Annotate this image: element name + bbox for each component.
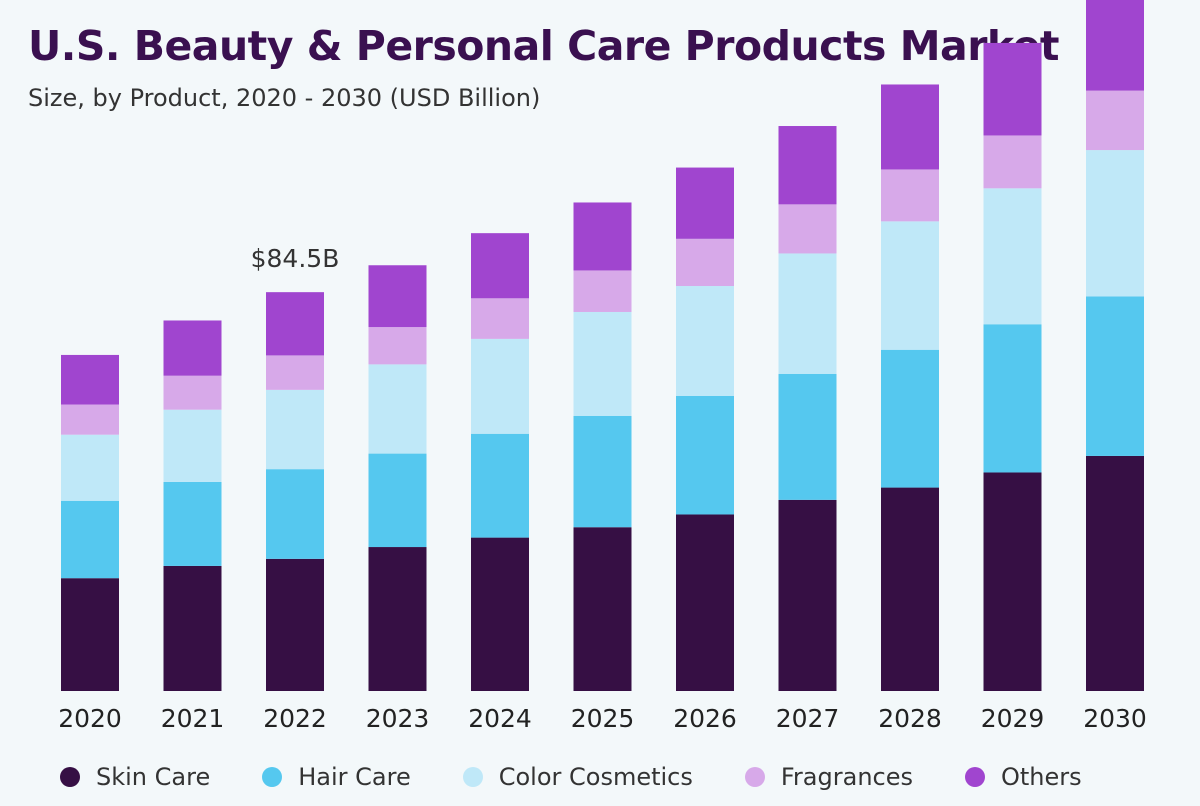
bar-others-2022 (266, 292, 324, 356)
bar-others-2025 (573, 202, 632, 271)
bar-hair-care-2025 (573, 415, 632, 528)
bar-color-cosmetics-2023 (368, 364, 427, 454)
bar-fragrances-2025 (573, 270, 632, 312)
bar-color-cosmetics-2022 (266, 389, 324, 470)
bar-skin-care-2025 (573, 527, 632, 691)
bar-others-2030 (1086, 0, 1144, 91)
bar-hair-care-2030 (1086, 296, 1144, 456)
legend-label: Fragrances (780, 763, 913, 791)
bar-fragrances-2020 (61, 404, 119, 435)
chart-title: U.S. Beauty & Personal Care Products Mar… (28, 22, 1060, 70)
bar-hair-care-2028 (881, 349, 939, 488)
bar-hair-care-2022 (266, 469, 324, 559)
legend-swatch (965, 767, 985, 787)
bar-others-2020 (61, 354, 119, 405)
x-tick-label: 2030 (1083, 704, 1147, 733)
legend-item-hair-care: Hair Care (262, 763, 411, 791)
bar-others-2023 (368, 265, 427, 328)
legend-label: Skin Care (96, 763, 211, 791)
bar-color-cosmetics-2021 (163, 409, 222, 482)
bar-fragrances-2023 (368, 327, 427, 365)
bar-skin-care-2026 (676, 514, 734, 691)
bar-hair-care-2021 (163, 481, 222, 566)
bar-skin-care-2020 (61, 578, 119, 691)
bar-skin-care-2030 (1086, 455, 1144, 691)
legend-label: Color Cosmetics (498, 763, 693, 791)
legend-swatch (262, 767, 283, 787)
bar-skin-care-2021 (163, 565, 222, 691)
bar-color-cosmetics-2025 (573, 311, 632, 416)
bar-skin-care-2029 (983, 472, 1042, 691)
bar-fragrances-2024 (471, 298, 529, 339)
bar-fragrances-2029 (983, 135, 1042, 189)
bar-color-cosmetics-2020 (61, 434, 119, 501)
bar-skin-care-2022 (266, 558, 324, 691)
x-tick-label: 2026 (673, 704, 737, 733)
bar-hair-care-2027 (778, 373, 837, 500)
bar-skin-care-2024 (471, 537, 529, 691)
x-tick-label: 2029 (981, 704, 1045, 733)
x-tick-label: 2028 (878, 704, 942, 733)
bar-color-cosmetics-2028 (881, 221, 939, 350)
legend-item-others: Others (965, 763, 1082, 791)
legend-item-fragrances: Fragrances (744, 763, 913, 791)
bar-hair-care-2026 (676, 396, 734, 515)
bar-others-2028 (881, 84, 939, 170)
bar-others-2027 (778, 126, 837, 205)
bar-others-2024 (471, 233, 529, 299)
bar-others-2021 (163, 320, 222, 376)
bar-fragrances-2022 (266, 355, 324, 390)
chart-subtitle: Size, by Product, 2020 - 2030 (USD Billi… (28, 84, 541, 112)
bar-hair-care-2024 (471, 433, 529, 538)
bar-skin-care-2028 (881, 487, 939, 691)
x-tick-label: 2020 (58, 704, 122, 733)
bar-fragrances-2030 (1086, 90, 1144, 151)
bar-fragrances-2021 (163, 375, 222, 410)
x-tick-label: 2023 (366, 704, 430, 733)
legend-item-color-cosmetics: Color Cosmetics (462, 763, 693, 791)
bar-hair-care-2029 (983, 324, 1042, 473)
bar-color-cosmetics-2027 (778, 253, 837, 374)
legend-label: Others (1001, 763, 1082, 791)
legend-item-skin-care: Skin Care (60, 763, 210, 791)
bar-fragrances-2027 (778, 204, 837, 254)
bar-color-cosmetics-2026 (676, 286, 734, 396)
x-tick-label: 2025 (571, 704, 635, 733)
legend-swatch (60, 767, 80, 787)
legend-label: Hair Care (298, 763, 411, 791)
bar-color-cosmetics-2030 (1086, 150, 1144, 297)
bar-others-2026 (676, 167, 734, 239)
bar-hair-care-2023 (368, 453, 427, 548)
legend-swatch (462, 767, 483, 787)
legend-swatch (744, 767, 765, 787)
bar-fragrances-2026 (676, 238, 734, 287)
x-tick-label: 2022 (263, 704, 327, 733)
x-tick-label: 2021 (161, 704, 225, 733)
bar-color-cosmetics-2024 (471, 338, 529, 434)
x-tick-label: 2027 (776, 704, 840, 733)
bar-others-2029 (983, 42, 1042, 136)
data-label-annotation: $84.5B (251, 244, 340, 273)
bar-skin-care-2027 (778, 499, 837, 691)
bar-skin-care-2023 (368, 547, 427, 691)
bar-fragrances-2028 (881, 169, 939, 222)
legend: Skin Care Hair Care Color Cosmetics Frag… (60, 757, 1082, 797)
bar-hair-care-2020 (61, 500, 119, 579)
x-tick-label: 2024 (468, 704, 532, 733)
bar-color-cosmetics-2029 (983, 188, 1042, 325)
